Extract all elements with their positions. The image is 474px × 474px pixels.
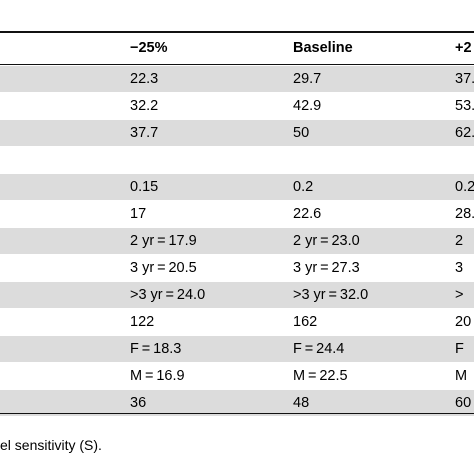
- table-cell: 50: [293, 125, 310, 141]
- table-cell: 22.6: [293, 206, 322, 222]
- table-cell: 20: [455, 314, 472, 330]
- table-cell: 0.2: [293, 179, 314, 195]
- table-row: M = 16.9 M = 22.5 M: [0, 363, 474, 389]
- table-row: 2 yr = 17.9 2 yr = 23.0 2: [0, 228, 474, 254]
- table-cell: 29.7: [293, 71, 322, 87]
- table-row: 17 22.6 28.: [0, 201, 474, 227]
- table-cell: 53.: [455, 98, 474, 114]
- table-cell: 2 yr = 17.9: [130, 233, 197, 249]
- table-row: 36 48 60: [0, 390, 474, 416]
- table-cell: F = 18.3: [130, 341, 182, 357]
- table-cell: 42.9: [293, 98, 322, 114]
- table-cell: 3 yr = 20.5: [130, 260, 197, 276]
- column-header-baseline: Baseline: [293, 40, 353, 56]
- table-cell: F = 24.4: [293, 341, 345, 357]
- table-top-rule: [0, 31, 474, 33]
- table-cell: M = 16.9: [130, 368, 185, 384]
- table-bottom-rule: [0, 413, 474, 414]
- column-header-minus-25: −25%: [130, 40, 168, 56]
- table-row: 0.15 0.2 0.2: [0, 174, 474, 200]
- table-cell: 37.7: [130, 125, 159, 141]
- table-row: 37.7 50 62.: [0, 120, 474, 146]
- table-row: 3 yr = 20.5 3 yr = 27.3 3: [0, 255, 474, 281]
- table-cell: 22.3: [130, 71, 159, 87]
- table-cell: 37.: [455, 71, 474, 87]
- table-header-row: −25% Baseline +2: [0, 32, 474, 64]
- table-cell: >3 yr = 24.0: [130, 287, 206, 303]
- table-cell: 2 yr = 23.0: [293, 233, 360, 249]
- table-cell: 3 yr = 27.3: [293, 260, 360, 276]
- table-cell: 17: [130, 206, 147, 222]
- table-cell: F: [455, 341, 464, 357]
- table-footnote: el sensitivity (S).: [0, 437, 102, 453]
- table-cell: 62.: [455, 125, 474, 141]
- table-row: [0, 147, 474, 173]
- table-row: F = 18.3 F = 24.4 F: [0, 336, 474, 362]
- table-row: 32.2 42.9 53.: [0, 93, 474, 119]
- table-cell: >: [455, 287, 464, 303]
- table-cell: >3 yr = 32.0: [293, 287, 369, 303]
- table-cell: 32.2: [130, 98, 159, 114]
- table-cell: 60: [455, 395, 472, 411]
- table-cell: M: [455, 368, 468, 384]
- table-row: 122 162 20: [0, 309, 474, 335]
- table-cell: 28.: [455, 206, 474, 222]
- column-header-plus-25: +2: [455, 40, 472, 56]
- table-cell: 48: [293, 395, 310, 411]
- table-row: >3 yr = 24.0 >3 yr = 32.0 >: [0, 282, 474, 308]
- header-bottom-rule: [0, 64, 474, 65]
- table-cell: 3: [455, 260, 464, 276]
- table-cell: 36: [130, 395, 147, 411]
- table-cell: M = 22.5: [293, 368, 348, 384]
- table-cell: 0.15: [130, 179, 159, 195]
- table-cell: 0.2: [455, 179, 474, 195]
- table-cell: 122: [130, 314, 155, 330]
- table-cell: 162: [293, 314, 318, 330]
- table-row: 22.3 29.7 37.: [0, 66, 474, 92]
- table-cell: 2: [455, 233, 464, 249]
